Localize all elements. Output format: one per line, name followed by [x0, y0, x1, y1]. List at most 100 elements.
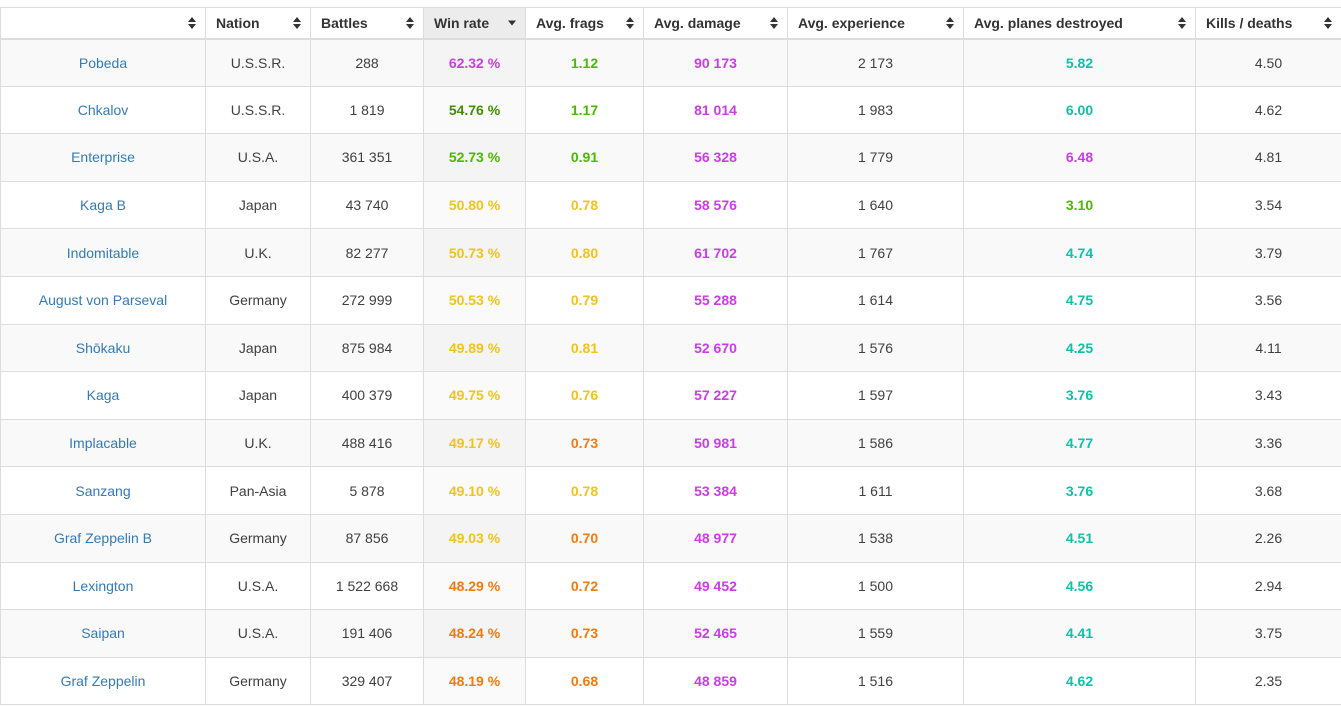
cell-avg-experience: 1 767 — [787, 228, 964, 277]
column-header-avg-planes-destroyed[interactable]: Avg. planes destroyed — [963, 7, 1196, 40]
ship-link[interactable]: Pobeda — [78, 54, 128, 71]
cell-nation: U.K. — [205, 228, 311, 277]
cell-battles: 1 522 668 — [310, 561, 424, 611]
triangle-down-icon — [770, 23, 778, 29]
ship-link[interactable]: Saipan — [81, 625, 125, 642]
cell-battles: 361 351 — [310, 133, 424, 182]
cell-nation: U.K. — [205, 418, 311, 468]
triangle-up-icon — [770, 16, 778, 22]
cell-nation: Japan — [205, 180, 311, 230]
cell-win-rate: 48.29 % — [423, 561, 526, 611]
ship-link[interactable]: Lexington — [72, 577, 134, 594]
cell-battles: 488 416 — [310, 418, 424, 468]
cell-avg-frags: 0.81 — [525, 323, 644, 373]
table-row: Lexington U.S.A. 1 522 668 48.29 % 0.72 49 45… — [0, 561, 1341, 611]
cell-avg-damage: 49 452 — [643, 561, 788, 611]
cell-avg-damage: 58 576 — [643, 180, 788, 230]
column-header-ship[interactable] — [0, 7, 206, 40]
table-row: Pobeda U.S.S.R. 288 62.32 % 1.12 90 173 2 173 5… — [0, 38, 1341, 87]
cell-avg-experience: 1 586 — [787, 418, 964, 468]
ship-link[interactable]: Kaga — [86, 387, 120, 404]
triangle-down-icon — [1178, 23, 1186, 29]
cell-avg-planes-destroyed: 6.00 — [963, 85, 1196, 135]
cell-kills-deaths: 4.50 — [1195, 38, 1341, 87]
column-header-avg-damage[interactable]: Avg. damage — [643, 7, 788, 40]
table-row: Implacable U.K. 488 416 49.17 % 0.73 50 981 1 … — [0, 418, 1341, 468]
column-header-label: Avg. planes destroyed — [974, 14, 1123, 31]
column-header-win-rate[interactable]: Win rate — [423, 7, 526, 40]
cell-ship-name: Kaga B — [0, 180, 206, 230]
cell-battles: 43 740 — [310, 180, 424, 230]
cell-avg-damage: 57 227 — [643, 371, 788, 420]
cell-ship-name: Chkalov — [0, 85, 206, 135]
triangle-up-icon — [1178, 16, 1186, 22]
sort-toggle-icon — [188, 16, 196, 29]
cell-avg-experience: 1 779 — [787, 133, 964, 182]
cell-nation: Germany — [205, 513, 311, 563]
ship-link[interactable]: Chkalov — [77, 101, 129, 118]
triangle-down-icon — [626, 23, 634, 29]
cell-ship-name: Enterprise — [0, 133, 206, 182]
ship-link[interactable]: Graf Zeppelin — [60, 673, 146, 690]
cell-battles: 272 999 — [310, 275, 424, 325]
ship-link[interactable]: Kaga B — [80, 197, 126, 214]
column-header-avg-experience[interactable]: Avg. experience — [787, 7, 964, 40]
column-header-label: Kills / deaths — [1206, 14, 1293, 31]
ship-link[interactable]: Graf Zeppelin B — [53, 530, 153, 547]
cell-avg-frags: 0.79 — [525, 275, 644, 325]
cell-battles: 400 379 — [310, 371, 424, 420]
cell-kills-deaths: 4.62 — [1195, 85, 1341, 135]
cell-avg-experience: 1 576 — [787, 323, 964, 373]
cell-ship-name: Kaga — [0, 371, 206, 420]
cell-kills-deaths: 3.54 — [1195, 180, 1341, 230]
ship-stats-table-container: Nation Battles Win rate Avg. frags Avg. dama… — [0, 7, 1341, 706]
cell-avg-planes-destroyed: 4.25 — [963, 323, 1196, 373]
cell-ship-name: Implacable — [0, 418, 206, 468]
cell-avg-damage: 81 014 — [643, 85, 788, 135]
cell-avg-experience: 1 614 — [787, 275, 964, 325]
cell-nation: U.S.S.R. — [205, 38, 311, 87]
cell-avg-frags: 1.17 — [525, 85, 644, 135]
column-header-avg-frags[interactable]: Avg. frags — [525, 7, 644, 40]
cell-win-rate: 48.19 % — [423, 656, 526, 706]
cell-avg-experience: 1 640 — [787, 180, 964, 230]
column-header-label: Avg. damage — [654, 14, 741, 31]
cell-win-rate: 50.80 % — [423, 180, 526, 230]
column-header-nation[interactable]: Nation — [205, 7, 311, 40]
cell-win-rate: 49.17 % — [423, 418, 526, 468]
cell-avg-damage: 55 288 — [643, 275, 788, 325]
column-header-kills-deaths[interactable]: Kills / deaths — [1195, 7, 1341, 40]
column-header-label: Win rate — [434, 14, 490, 31]
ship-link[interactable]: Shōkaku — [75, 339, 131, 356]
cell-avg-planes-destroyed: 4.75 — [963, 275, 1196, 325]
cell-kills-deaths: 4.11 — [1195, 323, 1341, 373]
cell-nation: U.S.A. — [205, 133, 311, 182]
sort-toggle-icon — [770, 16, 778, 29]
table-row: Graf Zeppelin Germany 329 407 48.19 % 0.68 48… — [0, 656, 1341, 706]
cell-avg-frags: 0.73 — [525, 418, 644, 468]
column-header-label: Avg. frags — [536, 14, 604, 31]
cell-avg-frags: 0.72 — [525, 561, 644, 611]
cell-ship-name: Indomitable — [0, 228, 206, 277]
cell-ship-name: Shōkaku — [0, 323, 206, 373]
ship-link[interactable]: Sanzang — [75, 482, 131, 499]
cell-avg-damage: 61 702 — [643, 228, 788, 277]
ship-link[interactable]: August von Parseval — [38, 292, 168, 309]
cell-win-rate: 62.32 % — [423, 38, 526, 87]
cell-avg-frags: 0.70 — [525, 513, 644, 563]
ship-link[interactable]: Enterprise — [71, 149, 135, 166]
cell-battles: 191 406 — [310, 609, 424, 658]
table-row: Chkalov U.S.S.R. 1 819 54.76 % 1.17 81 014 1 9… — [0, 85, 1341, 135]
ship-stats-table: Nation Battles Win rate Avg. frags Avg. dama… — [0, 7, 1341, 706]
cell-kills-deaths: 3.36 — [1195, 418, 1341, 468]
cell-avg-damage: 52 670 — [643, 323, 788, 373]
cell-kills-deaths: 4.81 — [1195, 133, 1341, 182]
column-header-battles[interactable]: Battles — [310, 7, 424, 40]
ship-link[interactable]: Indomitable — [66, 244, 140, 261]
cell-ship-name: Lexington — [0, 561, 206, 611]
ship-link[interactable]: Implacable — [69, 435, 137, 452]
cell-win-rate: 49.89 % — [423, 323, 526, 373]
cell-battles: 5 878 — [310, 466, 424, 515]
column-header-label: Avg. experience — [798, 14, 905, 31]
cell-avg-experience: 1 559 — [787, 609, 964, 658]
